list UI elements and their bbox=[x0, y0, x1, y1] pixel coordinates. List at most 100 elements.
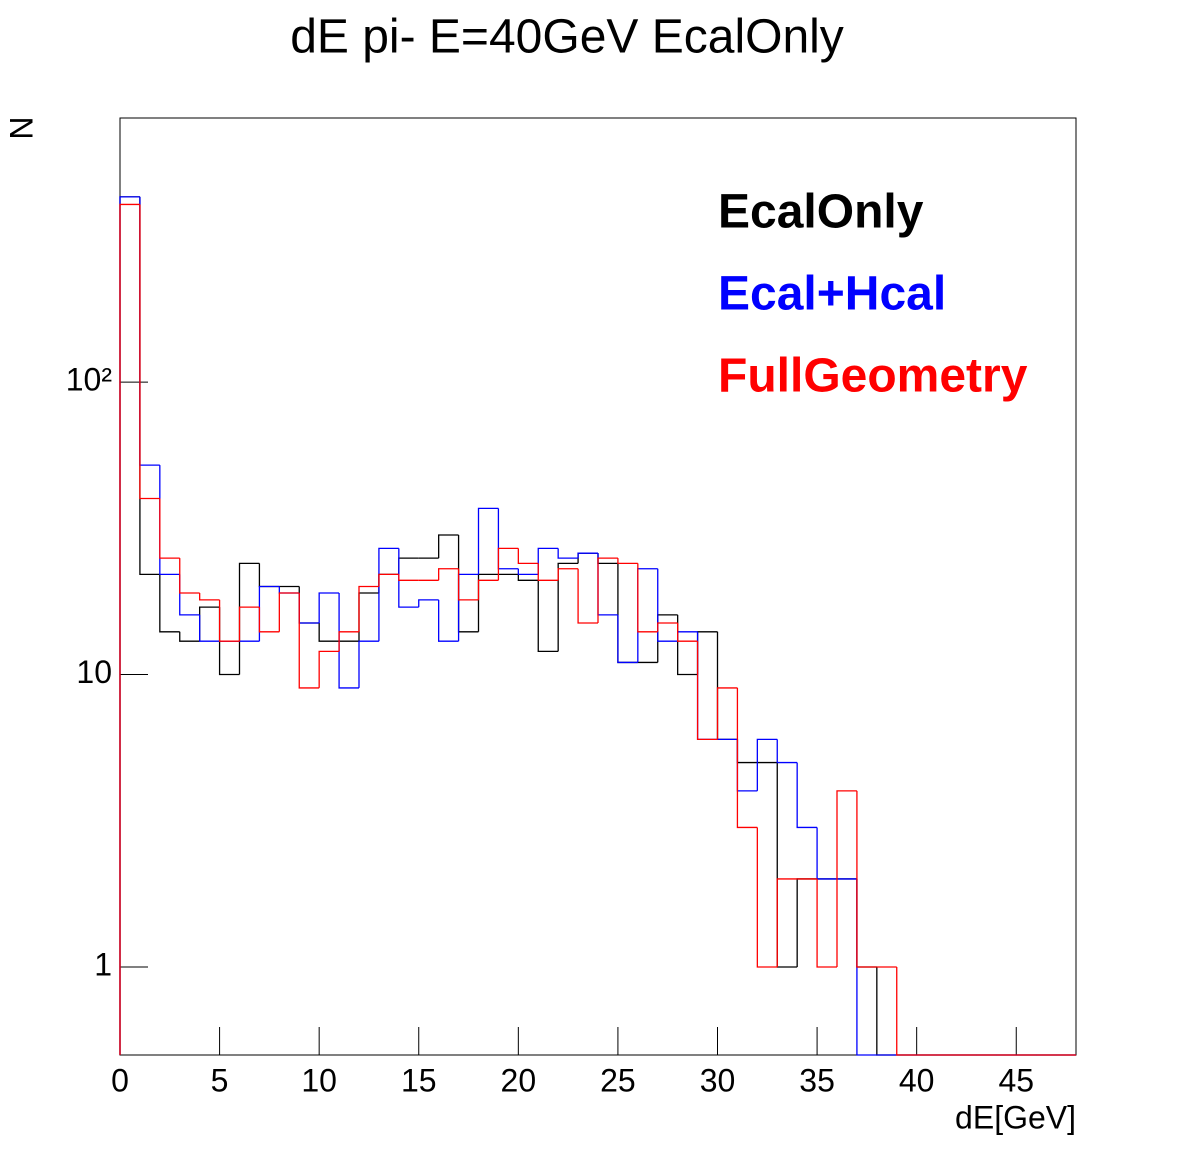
legend-entry: EcalOnly bbox=[718, 186, 924, 239]
legend-entry: FullGeometry bbox=[718, 350, 1028, 403]
histogram-bin bbox=[477, 507, 499, 575]
histogram-bin bbox=[438, 534, 459, 559]
histogram-bin bbox=[318, 592, 340, 624]
histogram-bin bbox=[398, 557, 419, 575]
histogram-bin bbox=[358, 585, 379, 632]
histogram-bin bbox=[716, 687, 738, 740]
histogram-bin bbox=[477, 579, 499, 600]
histogram-bin bbox=[537, 547, 559, 575]
histogram-bin bbox=[736, 739, 758, 792]
histogram-bin bbox=[258, 607, 280, 633]
histogram-bin bbox=[716, 631, 738, 741]
histogram-bin bbox=[517, 568, 539, 576]
histogram-bin bbox=[876, 966, 897, 1056]
histogram-bin bbox=[457, 535, 479, 633]
histogram-bin bbox=[537, 563, 559, 581]
histogram-bin bbox=[139, 196, 160, 466]
histogram-bin bbox=[199, 606, 220, 642]
histogram-bin bbox=[736, 739, 758, 764]
histogram-bin bbox=[896, 966, 917, 1056]
histogram-bin bbox=[617, 563, 638, 664]
histogram-bin bbox=[597, 557, 618, 624]
histogram-bin bbox=[696, 631, 718, 741]
histogram-bin bbox=[637, 563, 658, 633]
histogram-bin bbox=[557, 548, 579, 559]
histogram-bin bbox=[159, 498, 180, 559]
histogram-bin bbox=[677, 623, 698, 642]
x-tick-label: 20 bbox=[501, 1062, 537, 1098]
histogram-bin bbox=[836, 790, 857, 967]
histogram-bin bbox=[637, 568, 658, 663]
histogram-bin bbox=[398, 574, 419, 581]
histogram-bin bbox=[338, 631, 359, 652]
y-tick-label: 10² bbox=[66, 362, 113, 398]
histogram-bin bbox=[577, 552, 598, 564]
x-tick-label: 30 bbox=[700, 1062, 736, 1098]
x-tick-label: 15 bbox=[401, 1062, 437, 1098]
histogram-bin bbox=[298, 593, 320, 624]
histogram-bin bbox=[378, 547, 399, 642]
histogram-bin bbox=[199, 593, 220, 601]
histogram-bin bbox=[318, 650, 340, 688]
histogram-bin bbox=[179, 574, 200, 616]
histogram-bin bbox=[617, 614, 638, 664]
histogram-bin bbox=[856, 878, 877, 968]
histogram-bin bbox=[358, 592, 379, 642]
histogram-bin bbox=[497, 547, 519, 581]
y-tick-label: 1 bbox=[94, 946, 112, 982]
histogram-bin bbox=[617, 558, 638, 564]
histogram-bin bbox=[338, 593, 359, 689]
histogram-bin bbox=[477, 573, 499, 632]
histogram-bin bbox=[199, 614, 220, 642]
histogram-bin bbox=[657, 568, 678, 642]
histogram-bin bbox=[258, 585, 280, 642]
histogram-bin bbox=[776, 739, 798, 764]
histogram-bin bbox=[776, 878, 798, 967]
histogram-bin bbox=[398, 548, 419, 608]
histogram-bin bbox=[557, 562, 579, 652]
x-axis-label: dE[GeV] bbox=[955, 1099, 1076, 1135]
histogram-bin bbox=[557, 568, 579, 581]
histogram-bin bbox=[816, 878, 837, 968]
histogram-bin bbox=[218, 599, 240, 642]
histogram-bin bbox=[119, 196, 140, 1055]
histogram-bin bbox=[497, 508, 519, 570]
chart-title: dE pi- E=40GeV EcalOnly bbox=[290, 11, 844, 64]
histogram-bin bbox=[756, 738, 778, 791]
histogram-bin bbox=[796, 878, 818, 967]
legend-entry: Ecal+Hcal bbox=[718, 268, 946, 321]
histogram-bin bbox=[696, 641, 718, 741]
histogram-bin bbox=[179, 558, 200, 594]
x-tick-label: 35 bbox=[799, 1062, 835, 1098]
histogram-bin bbox=[816, 827, 837, 880]
x-tick-label: 25 bbox=[600, 1062, 636, 1098]
histogram-bin bbox=[577, 552, 598, 559]
histogram-bin bbox=[298, 586, 320, 624]
histogram-bin bbox=[677, 614, 698, 676]
histogram-bin bbox=[159, 574, 180, 633]
histogram-bin bbox=[597, 553, 618, 616]
histogram-bin bbox=[358, 640, 379, 688]
histogram-bin bbox=[438, 568, 459, 581]
histogram-bin bbox=[517, 548, 539, 564]
histogram-bin bbox=[796, 762, 818, 829]
histogram-bin bbox=[696, 631, 718, 675]
histogram-bin bbox=[537, 580, 559, 653]
histogram-bin bbox=[258, 563, 280, 588]
histogram-bin bbox=[378, 573, 399, 594]
histogram-bin bbox=[179, 631, 200, 642]
histogram-bin bbox=[418, 599, 439, 608]
histogram-bin bbox=[677, 631, 698, 642]
histogram-bin bbox=[119, 203, 140, 1055]
histogram-bin bbox=[119, 196, 140, 1055]
histogram-bin bbox=[318, 623, 340, 642]
y-tick-label: 10 bbox=[76, 654, 112, 690]
histogram-bin bbox=[657, 622, 678, 632]
histogram-bin bbox=[457, 568, 479, 601]
histogram-bin bbox=[278, 586, 300, 594]
x-tick-label: 0 bbox=[111, 1062, 129, 1098]
histogram-bin bbox=[577, 568, 598, 624]
histogram-bin bbox=[776, 762, 798, 968]
